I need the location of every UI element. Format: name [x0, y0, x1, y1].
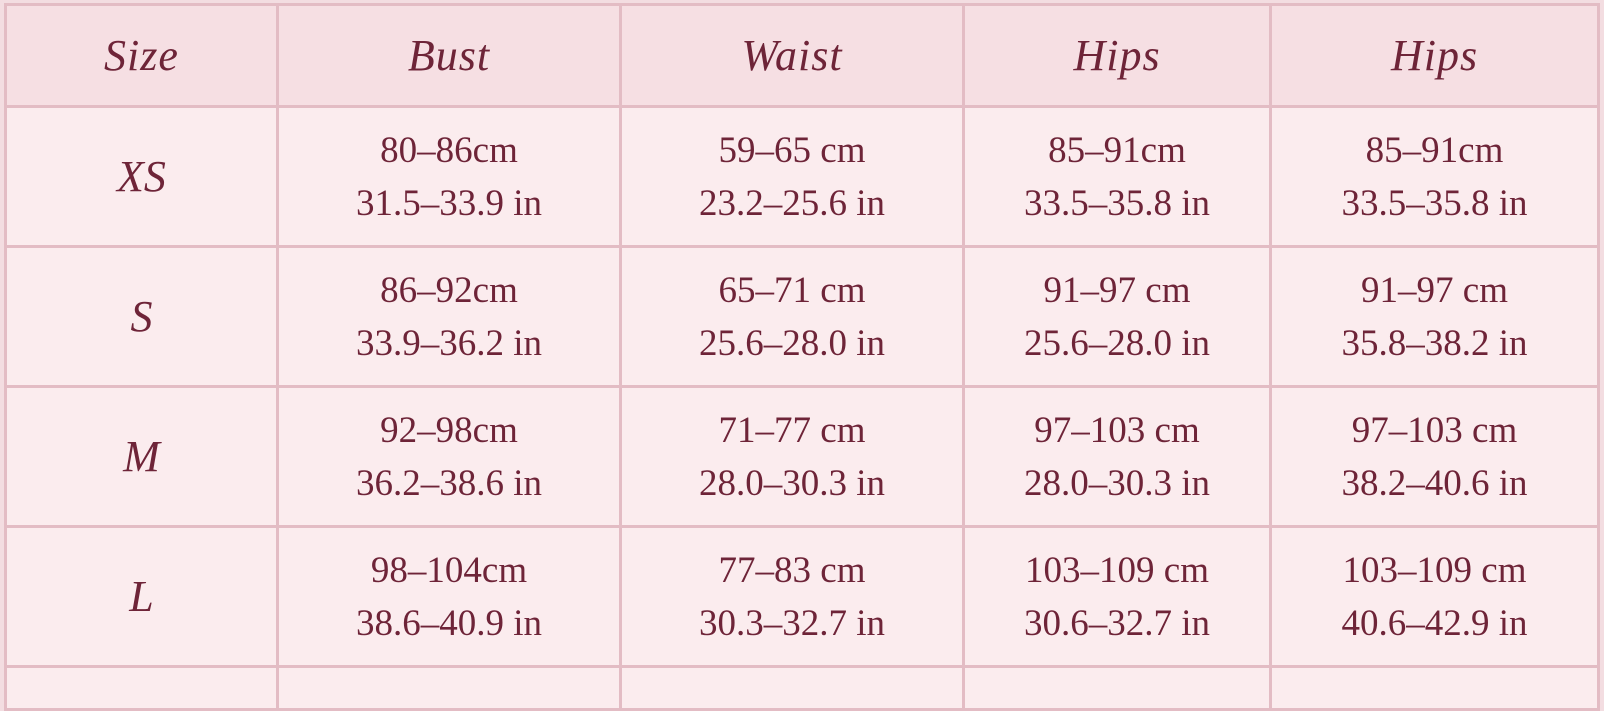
inch-value: 40.6–42.9 in: [1341, 602, 1528, 644]
hips-cell: 91–97 cm 25.6–28.0 in: [962, 245, 1272, 388]
inch-value: 31.5–33.9 in: [355, 182, 543, 224]
inch-value: 33.5–35.8 in: [1023, 182, 1211, 224]
cm-value: 65–71 cm: [718, 269, 866, 311]
inch-value: 36.2–38.6 in: [355, 462, 543, 504]
waist-cell: 65–71 cm 25.6–28.0 in: [619, 245, 965, 388]
inch-value: 33.9–36.2 in: [355, 322, 543, 364]
hips-cell: 103–109 cm 30.6–32.7 in: [962, 525, 1272, 668]
bust-cell: 86–92cm 33.9–36.2 in: [276, 245, 622, 388]
hips-2-cell: 97–103 cm 38.2–40.6 in: [1269, 385, 1600, 528]
cm-value: 71–77 cm: [718, 409, 866, 451]
inch-value: 33.5–35.8 in: [1341, 182, 1528, 224]
cm-value: 97–103 cm: [1034, 409, 1200, 451]
hips-cell: 85–91cm 33.5–35.8 in: [962, 105, 1272, 248]
header-hips: Hips: [962, 3, 1272, 108]
cm-value: 97–103 cm: [1351, 409, 1518, 451]
header-bust: Bust: [276, 3, 622, 108]
cm-value: 85–91cm: [1365, 129, 1504, 171]
table-row: M 92–98cm 36.2–38.6 in 71–77 cm 28.0–30.3 in…: [4, 385, 1600, 528]
size-cell: L: [4, 525, 279, 668]
table-row: S 86–92cm 33.9–36.2 in 65–71 cm 25.6–28.0 in…: [4, 245, 1600, 388]
empty-cell: [962, 665, 1272, 711]
cm-value: 59–65 cm: [718, 129, 866, 171]
cm-value: 92–98cm: [380, 409, 518, 451]
hips-cell: 97–103 cm 28.0–30.3 in: [962, 385, 1272, 528]
empty-cell: [619, 665, 965, 711]
inch-value: 38.6–40.9 in: [355, 602, 543, 644]
cm-value: 103–109 cm: [1342, 549, 1527, 591]
header-size: Size: [4, 3, 279, 108]
cm-value: 85–91cm: [1048, 129, 1186, 171]
cm-value: 86–92cm: [380, 269, 518, 311]
inch-value: 30.3–32.7 in: [698, 602, 886, 644]
empty-cell: [4, 665, 279, 711]
inch-value: 35.8–38.2 in: [1341, 322, 1528, 364]
cm-value: 98–104cm: [370, 549, 528, 591]
size-cell: XS: [4, 105, 279, 248]
cm-value: 91–97 cm: [1361, 269, 1508, 311]
hips-2-cell: 91–97 cm 35.8–38.2 in: [1269, 245, 1600, 388]
inch-value: 28.0–30.3 in: [698, 462, 886, 504]
cm-value: 80–86cm: [380, 129, 518, 171]
hips-2-cell: 85–91cm 33.5–35.8 in: [1269, 105, 1600, 248]
bust-cell: 92–98cm 36.2–38.6 in: [276, 385, 622, 528]
size-cell: S: [4, 245, 279, 388]
table-row: XS 80–86cm 31.5–33.9 in 59–65 cm 23.2–25.6 i…: [4, 105, 1600, 248]
size-chart-table: Size Bust Waist Hips Hips XS 80–86cm 31.5–…: [4, 3, 1600, 711]
header-row: Size Bust Waist Hips Hips: [4, 3, 1600, 108]
table-row-partial: [4, 665, 1600, 711]
cm-value: 103–109 cm: [1025, 549, 1209, 591]
inch-value: 25.6–28.0 in: [698, 322, 886, 364]
size-cell: M: [4, 385, 279, 528]
waist-cell: 59–65 cm 23.2–25.6 in: [619, 105, 965, 248]
empty-cell: [1269, 665, 1600, 711]
cm-value: 77–83 cm: [718, 549, 866, 591]
header-hips-2: Hips: [1269, 3, 1600, 108]
empty-cell: [276, 665, 622, 711]
inch-value: 38.2–40.6 in: [1341, 462, 1528, 504]
bust-cell: 98–104cm 38.6–40.9 in: [276, 525, 622, 668]
waist-cell: 77–83 cm 30.3–32.7 in: [619, 525, 965, 668]
bust-cell: 80–86cm 31.5–33.9 in: [276, 105, 622, 248]
header-waist: Waist: [619, 3, 965, 108]
inch-value: 28.0–30.3 in: [1023, 462, 1211, 504]
waist-cell: 71–77 cm 28.0–30.3 in: [619, 385, 965, 528]
inch-value: 25.6–28.0 in: [1023, 322, 1211, 364]
inch-value: 23.2–25.6 in: [698, 182, 886, 224]
inch-value: 30.6–32.7 in: [1023, 602, 1211, 644]
table-row: L 98–104cm 38.6–40.9 in 77–83 cm 30.3–32.7 i…: [4, 525, 1600, 668]
cm-value: 91–97 cm: [1043, 269, 1191, 311]
hips-2-cell: 103–109 cm 40.6–42.9 in: [1269, 525, 1600, 668]
